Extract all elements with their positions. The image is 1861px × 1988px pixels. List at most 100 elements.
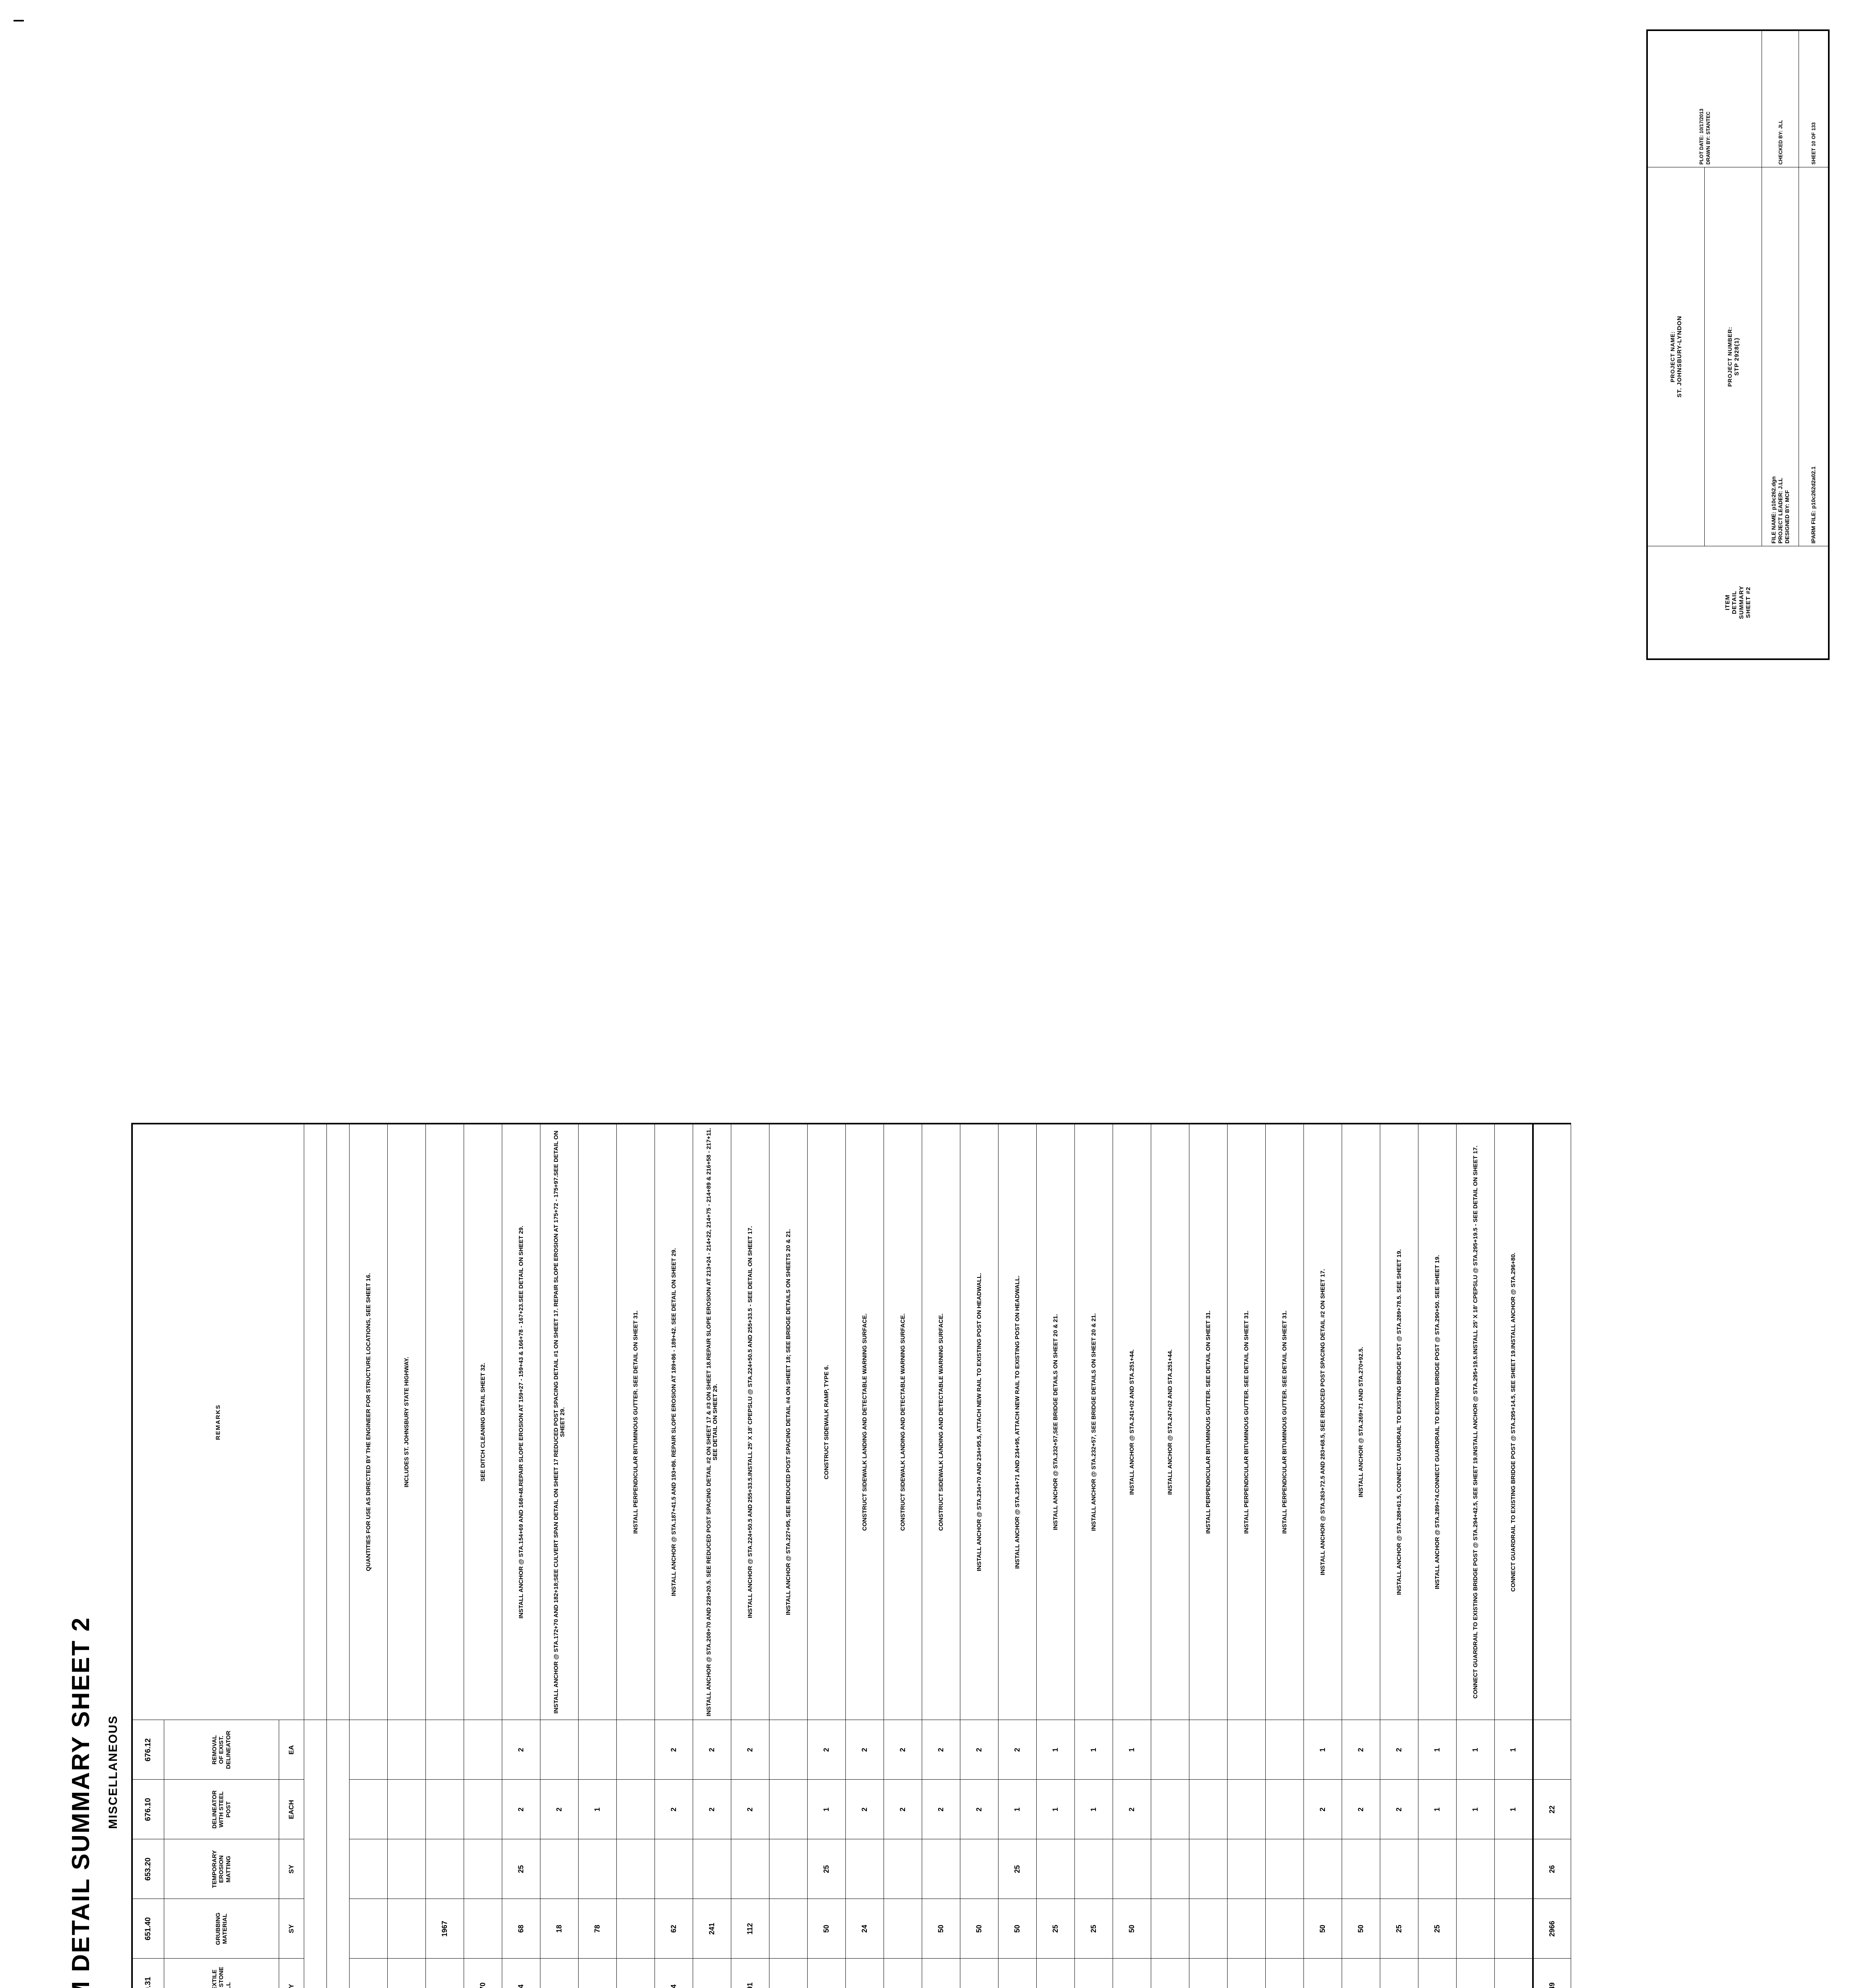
project-leader-value: J.LL [1777, 478, 1783, 489]
remarks-header: REMARKS [132, 1124, 304, 1720]
cell-remark: INSTALL ANCHOR @ STA.241+02 AND STA.251+… [1113, 1124, 1151, 1720]
iparm-file-value: p10c262d2a02.1 [1810, 466, 1817, 509]
sheet-label: SHEET [1811, 148, 1817, 165]
project-number-label: PROJECT NUMBER: [1726, 326, 1733, 387]
item-name: DELINEATOR WITH STEEL POST [164, 1780, 279, 1839]
table-row: 236+83RT1416.0502512CONSTRUCT SIDEWALK R… [807, 1124, 846, 1988]
item-number: 649.31 [133, 1959, 164, 1988]
cell-qty-649.31 [998, 1959, 1037, 1988]
cell-qty-653.20: 25 [998, 1839, 1037, 1899]
town-banner-labels: ST. JOHNSBURY [326, 1720, 350, 1988]
cell-qty-649.31: 84 [655, 1959, 693, 1988]
cell-qty-651.40 [1151, 1899, 1189, 1959]
cell-remark: INSTALL ANCHOR @ STA.289+74.CONNECT GUAR… [1418, 1124, 1457, 1720]
cell-qty-649.31: 349 [1533, 1959, 1571, 1988]
item-unit: SY [288, 1864, 295, 1874]
cell-qty-653.20 [1189, 1839, 1228, 1899]
title-block-sheet-name: ITEM DETAIL SUMMARY SHEET #2 [1647, 546, 1828, 659]
table-row: 289+74290+50RT2511INSTALL ANCHOR @ STA.2… [1418, 1124, 1457, 1988]
cell-remark: INSTALL ANCHOR @ STA.232+57, SEE BRIDGE … [1074, 1124, 1113, 1720]
table-row: 294+42.5295+19.5LT11CONNECT GUARDRAIL TO… [1456, 1124, 1495, 1988]
cell-qty-649.31: 191 [731, 1959, 769, 1988]
iparm-label: IPARM [1810, 526, 1817, 544]
cell-qty-676.10: 2 [1342, 1780, 1380, 1839]
cell-remark: CONSTRUCT SIDEWALK RAMP, TYPE 6. [807, 1124, 846, 1720]
section-label: MISCELLANEOUS [107, 1715, 120, 1829]
cell-qty-649.31 [1303, 1959, 1342, 1988]
cell-qty-653.20: 26 [1533, 1839, 1571, 1899]
cell-qty-649.31 [1456, 1959, 1495, 1988]
cell-qty-676.10: 2 [884, 1780, 922, 1839]
cell-remark [1533, 1124, 1571, 1720]
item-unit: SY [288, 1924, 295, 1934]
title-line-4: SHEET #2 [1744, 586, 1752, 618]
cell-qty-653.20 [1342, 1839, 1380, 1899]
cell-qty-676.12 [387, 1720, 426, 1780]
cell-remark: INCLUDES ST. JOHNSBURY STATE HIGHWAY. [387, 1124, 426, 1720]
item-number: 676.10 [133, 1780, 164, 1839]
cell-qty-676.12: 2 [960, 1720, 998, 1780]
file-name-label: FILE NAME: [1770, 511, 1777, 544]
cell-qty-676.12 [769, 1720, 808, 1780]
cell-remark: CONNECT GUARDRAIL TO EXISTING BRIDGE POS… [1456, 1124, 1495, 1720]
cell-remark: INSTALL ANCHOR @ STA.247+02 AND STA.251+… [1151, 1124, 1189, 1720]
cell-qty-649.31 [1380, 1959, 1418, 1988]
cell-qty-649.31 [960, 1959, 998, 1988]
table-row: 242+75RT26.05022CONSTRUCT SIDEWALK LANDI… [922, 1124, 960, 1988]
cell-qty-676.10: 2 [960, 1780, 998, 1839]
sheet-title: ITEM DETAIL SUMMARY SHEET 2 [67, 1616, 95, 1988]
town-banner-row: 151+85.28405+26.00LT&RTST. JOHNSBURY [326, 1124, 350, 1988]
cell-qty-651.40: 241 [693, 1899, 731, 1959]
cell-qty-651.40: 24 [845, 1899, 884, 1959]
table-row: 257+45RT0.3INSTALL PERPENDICULAR BITUMIN… [1265, 1124, 1304, 1988]
cell-qty-676.10 [464, 1780, 502, 1839]
cell-qty-653.20 [1227, 1839, 1266, 1899]
cell-qty-649.31 [922, 1959, 960, 1988]
cell-qty-653.20 [1456, 1839, 1495, 1899]
cell-qty-651.40: 50 [1113, 1899, 1151, 1959]
cell-qty-653.20 [1074, 1839, 1113, 1899]
cell-qty-653.20 [578, 1839, 617, 1899]
table-row: 257+20RT0.9INSTALL PERPENDICULAR BITUMIN… [1227, 1124, 1266, 1988]
cell-qty-651.40: 50 [807, 1899, 846, 1959]
cell-remark: INSTALL ANCHOR @ STA.263+72.5 AND 283+68… [1303, 1124, 1342, 1720]
of-label: OF [1811, 132, 1817, 140]
item-header-653.20: 653.20 TEMPORARY EROSION MATTING SY [132, 1839, 304, 1899]
cell-qty-676.12: 2 [1342, 1720, 1380, 1780]
cell-remark: INSTALL ANCHOR @ STA.227+95, SEE REDUCED… [769, 1124, 808, 1720]
route-banner-row: 151+85.28139+49.76LT&RTST. JOHNSBURY - L… [304, 1124, 327, 1988]
cell-remark: INSTALL PERPENDICULAR BITUMINOUS GUTTER.… [616, 1124, 655, 1720]
cell-qty-651.40: 50 [1303, 1899, 1342, 1959]
designed-by-label: DESIGNED BY: [1783, 503, 1790, 544]
item-header-676.10: 676.10 DELINEATOR WITH STEEL POST EACH [132, 1780, 304, 1839]
cell-qty-676.12: 1 [1303, 1720, 1342, 1780]
cell-qty-649.31 [1494, 1959, 1533, 1988]
cell-qty-676.10 [387, 1780, 426, 1839]
cell-qty-649.31 [425, 1959, 464, 1988]
cell-remark: INSTALL ANCHOR @ STA.224+50.5 AND 255+33… [731, 1124, 769, 1720]
cell-qty-651.40 [1456, 1899, 1495, 1959]
cell-qty-651.40: 18 [540, 1899, 579, 1959]
cell-qty-649.31 [693, 1959, 731, 1988]
cell-qty-649.31 [349, 1959, 388, 1988]
cell-qty-676.10: 2 [540, 1780, 579, 1839]
table-row: 231+9612.0INSTALL ANCHOR @ STA.227+95, S… [769, 1124, 808, 1988]
project-name-label: PROJECT NAME: [1669, 331, 1676, 382]
cell-qty-676.12: 2 [845, 1720, 884, 1780]
cell-qty-651.40: 25 [1418, 1899, 1457, 1959]
cell-qty-676.12: 1 [1113, 1720, 1151, 1780]
cell-qty-651.40: 112 [731, 1899, 769, 1959]
table-row: 172+70182+18.5LT182INSTALL ANCHOR @ STA.… [540, 1124, 579, 1988]
edge-registration-mark [14, 20, 24, 21]
plot-date-cell: PLOT DATE: 10/17/2013 DRAWN BY: STANTEC [1647, 31, 1762, 167]
cell-qty-653.20 [769, 1839, 808, 1899]
cell-qty-676.10 [1265, 1780, 1304, 1839]
cell-qty-653.20: 25 [502, 1839, 540, 1899]
cell-qty-649.31 [387, 1959, 426, 1988]
cell-qty-653.20 [655, 1839, 693, 1899]
cell-qty-649.31 [1151, 1959, 1189, 1988]
cell-qty-649.31 [540, 1959, 579, 1988]
designed-by-value: MCF [1783, 490, 1790, 502]
